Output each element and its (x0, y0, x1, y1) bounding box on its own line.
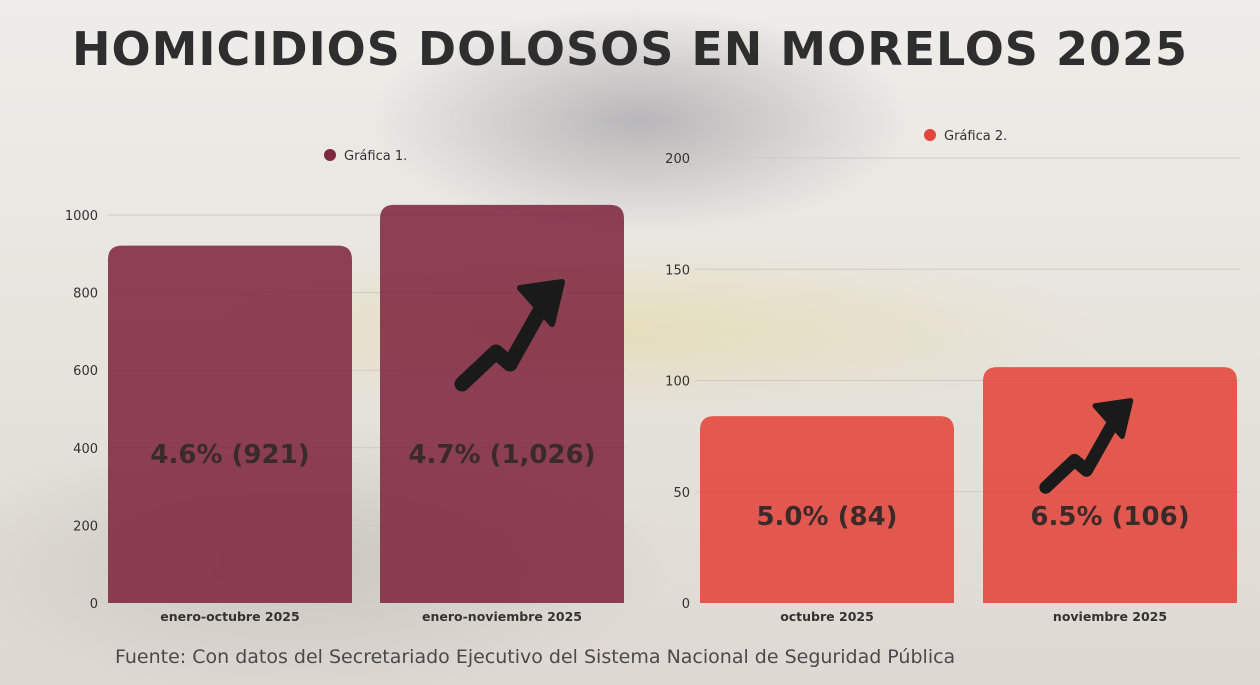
y-tick-label: 100 (665, 375, 690, 390)
bar (108, 245, 352, 604)
arrow-head (517, 279, 565, 327)
arrow-shaft (1039, 409, 1124, 494)
page-title: HOMICIDIOS DOLOSOS EN MORELOS 2025 (72, 22, 1188, 76)
bar (983, 367, 1237, 603)
legend-label: Gráfica 2. (944, 129, 1007, 144)
data-label: 5.0% (84) (756, 502, 897, 532)
y-tick-label: 400 (73, 442, 98, 457)
data-label: 4.6% (921) (150, 440, 309, 470)
y-tick-label: 0 (90, 597, 98, 612)
source-note: Fuente: Con datos del Secretariado Ejecu… (115, 646, 956, 668)
x-tick-label: enero-octubre 2025 (160, 609, 299, 624)
y-tick-label: 150 (665, 263, 690, 278)
y-tick-label: 200 (73, 519, 98, 534)
legend-marker (924, 129, 936, 141)
data-label: 6.5% (106) (1030, 502, 1189, 532)
y-tick-label: 1000 (65, 209, 98, 224)
y-tick-label: 800 (73, 287, 98, 302)
trend-up-arrow-icon (454, 279, 565, 392)
bar (700, 416, 954, 603)
trend-up-arrow-icon (1039, 398, 1134, 494)
x-tick-label: noviembre 2025 (1053, 609, 1167, 624)
y-tick-label: 200 (665, 152, 690, 167)
legend-label: Gráfica 1. (344, 149, 407, 164)
y-tick-label: 0 (682, 597, 690, 612)
legend-marker (324, 149, 336, 161)
arrow-head (1092, 398, 1134, 439)
y-tick-label: 50 (673, 486, 690, 501)
x-tick-label: enero-noviembre 2025 (422, 609, 582, 624)
x-tick-label: octubre 2025 (780, 609, 874, 624)
y-tick-label: 600 (73, 364, 98, 379)
bar (380, 204, 624, 604)
data-label: 4.7% (1,026) (408, 440, 595, 470)
arrow-shaft (454, 292, 554, 392)
